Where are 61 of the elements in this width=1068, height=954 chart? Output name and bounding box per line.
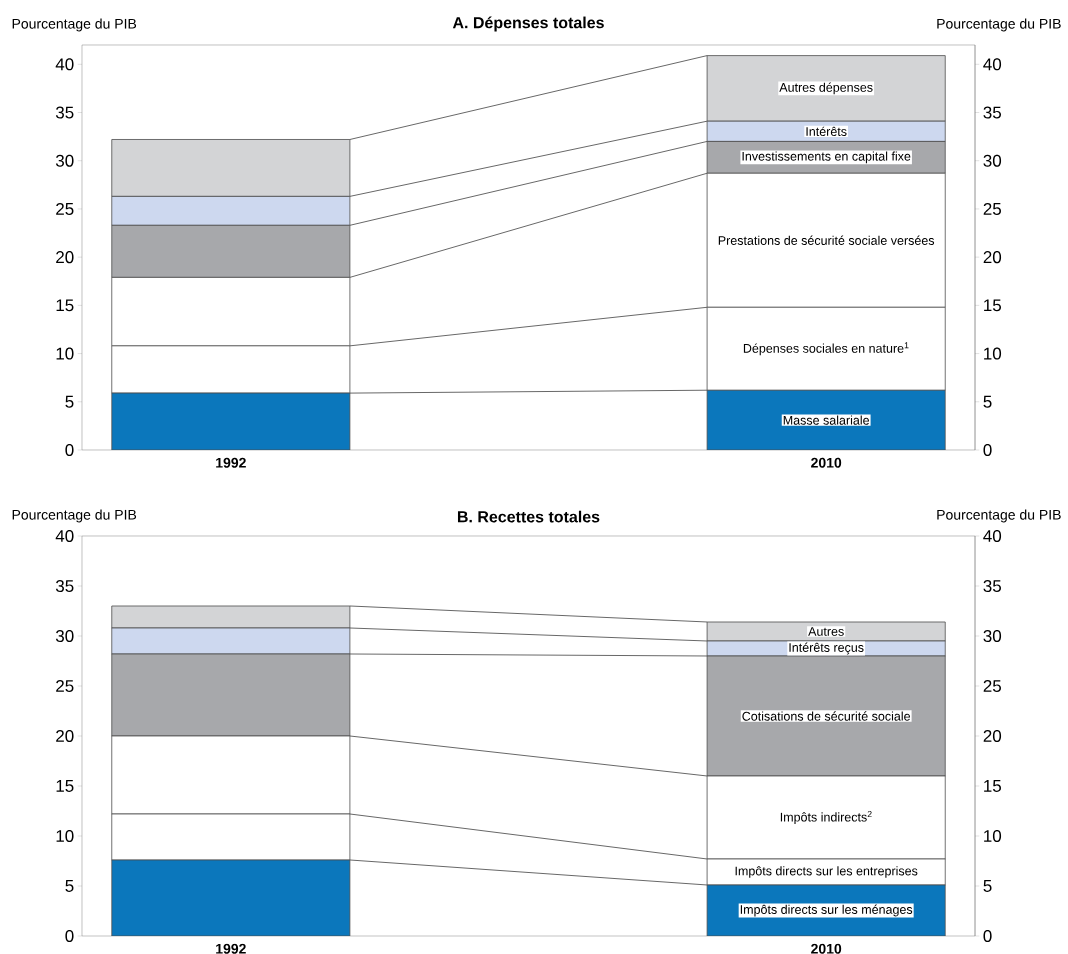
x-tick-label: 2010: [811, 457, 842, 468]
y-axis-title: Pourcentage du PIB: [12, 18, 137, 32]
series-label: Investissements en capital fixe: [742, 151, 911, 164]
y-tick-label: 25: [56, 679, 74, 693]
y2-tick-label: 0: [983, 929, 992, 943]
y2-tick-label: 30: [983, 154, 1002, 167]
y2-axis-title: Pourcentage du PIB: [937, 509, 1061, 523]
y2-tick-label: 5: [983, 880, 992, 892]
series-label: Impôts directs sur les entreprises: [735, 866, 918, 878]
y2-tick-label: 25: [983, 679, 1002, 693]
y-tick-label: 15: [56, 299, 74, 312]
y-tick-label: 35: [55, 579, 74, 593]
series-label: Impôts indirects$^{2}$: [780, 810, 872, 825]
y-tick-label: 15: [56, 780, 74, 792]
y2-tick-label: 35: [983, 579, 1002, 593]
y-tick-label: 0: [65, 443, 74, 457]
bar: [706, 389, 946, 450]
y2-tick-label: 20: [983, 251, 1002, 264]
y-tick-label: 10: [56, 347, 74, 360]
series-label: Prestations de sécurité sociale versées: [718, 235, 935, 245]
chart-title: B. Recettes totales: [457, 510, 600, 523]
y-tick-label: 30: [55, 629, 74, 643]
y2-tick-label: 15: [984, 780, 1002, 792]
y-tick-label: 40: [55, 529, 74, 543]
series-label: Autres dépenses: [779, 82, 873, 95]
x-tick-label: 1992: [216, 943, 246, 954]
y2-tick-label: 10: [984, 347, 1002, 360]
series-label: Autres: [808, 627, 844, 636]
y2-tick-label: 25: [983, 202, 1002, 215]
series-label: Masse salariale: [783, 415, 870, 425]
y2-tick-label: 15: [984, 299, 1002, 312]
series-label: Intérêts reçus: [789, 642, 864, 655]
y2-axis-title: Pourcentage du PIB: [937, 18, 1061, 32]
y-tick-label: 25: [56, 202, 74, 215]
y-tick-label: 20: [56, 729, 74, 743]
y-tick-label: 35: [55, 106, 74, 119]
chart-title: A. Dépenses totales: [452, 16, 604, 32]
y-tick-label: 40: [55, 58, 74, 71]
bar: [111, 859, 351, 936]
series-label: Cotisations de sécurité sociale: [742, 711, 910, 721]
y2-tick-label: 0: [983, 443, 992, 457]
y2-tick-label: 35: [983, 106, 1002, 119]
y-tick-label: 0: [65, 929, 74, 943]
series-label: Impôts directs sur les ménages: [740, 904, 913, 917]
y2-tick-label: 10: [984, 829, 1002, 843]
y2-tick-label: 5: [983, 395, 992, 408]
x-tick-label: 1992: [216, 457, 246, 468]
y-tick-label: 30: [55, 154, 74, 167]
y-tick-label: 5: [65, 880, 74, 892]
y-axis-title: Pourcentage du PIB: [12, 509, 137, 523]
y2-tick-label: 40: [983, 529, 1002, 543]
y2-tick-label: 40: [983, 58, 1002, 71]
y-tick-label: 20: [56, 251, 74, 264]
y-tick-label: 5: [65, 395, 74, 408]
series-label: Intérêts: [806, 126, 847, 136]
series-label: Dépenses sociales en nature$^{1}$: [743, 342, 909, 356]
y-tick-label: 10: [56, 829, 74, 843]
y2-tick-label: 20: [983, 729, 1002, 743]
bar: [111, 392, 351, 450]
y2-tick-label: 30: [983, 629, 1002, 643]
x-tick-label: 2010: [811, 943, 842, 954]
